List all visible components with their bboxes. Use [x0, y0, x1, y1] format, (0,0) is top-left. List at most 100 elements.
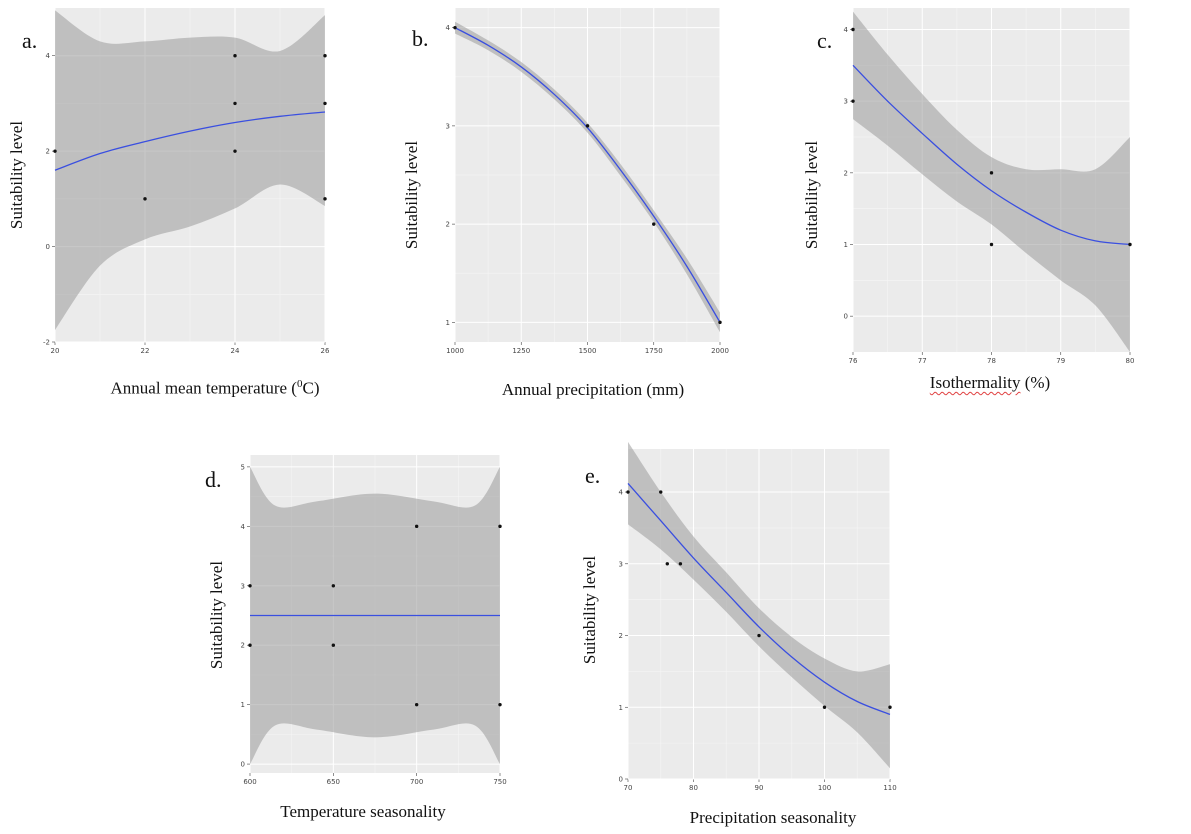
chart-e-tick-label-x: 90 — [755, 784, 764, 792]
chart-d-tick-label-x: 650 — [327, 778, 340, 786]
chart-d-data-point — [248, 584, 252, 588]
chart-c-tick-label-y: 4 — [844, 26, 849, 34]
chart-d-tick-label-y: 4 — [241, 523, 246, 531]
chart-c-tick-label-x: 78 — [987, 357, 996, 365]
chart-a-tick-label-y: -2 — [43, 339, 50, 347]
chart-e-data-point — [665, 562, 669, 566]
chart-d-tick-label-y: 3 — [241, 582, 245, 590]
panel-d: 600 650 700 750 0 1 2 3 4 5 d. Suitability level … — [190, 415, 560, 834]
chart-e-tick-label-y: 4 — [619, 489, 624, 497]
panel-a-label: a. — [22, 28, 38, 53]
chart-b-tick-label-y: 3 — [446, 122, 450, 130]
chart-a-tick-label-y: 4 — [46, 52, 51, 60]
chart-a-data-point — [323, 54, 327, 58]
chart-a-xlabel-sup: 0 — [296, 378, 303, 390]
chart-c-data-point — [851, 27, 855, 32]
chart-b-tick-label-y: 4 — [446, 24, 451, 32]
chart-c-xlabel-tail: (%) — [1020, 373, 1051, 392]
chart-a-tick-label-x: 24 — [231, 347, 240, 355]
panel-e-label: e. — [585, 463, 601, 488]
chart-a-confidence-band — [55, 10, 325, 331]
chart-e-tick-label-y: 0 — [619, 776, 623, 784]
chart-d-tick-label-x: 750 — [493, 778, 506, 786]
chart-b-xlabel: Annual precipitation (mm) — [501, 380, 685, 399]
chart-b-tick-label-y: 2 — [446, 221, 450, 229]
chart-b-tick-label-x: 1000 — [446, 347, 464, 355]
chart-e-data-point — [888, 705, 892, 709]
chart-c-data-point — [989, 242, 994, 247]
chart-b-tick-label-x: 1500 — [579, 347, 597, 355]
chart-a-fit-line — [54, 111, 326, 171]
chart-c-tick-label-y: 0 — [844, 313, 848, 321]
chart-b-tick-label-x: 1250 — [512, 347, 530, 355]
chart-c-tick-label-x: 80 — [1126, 357, 1135, 365]
chart-a-ylabel: Suitability level — [7, 120, 26, 230]
chart-c-data-point — [1128, 242, 1132, 247]
chart-b-ylabel: Suitability level — [402, 140, 421, 250]
chart-e-tick-label-x: 100 — [818, 784, 831, 792]
chart-d-data-point — [331, 584, 336, 588]
chart-e-data-point — [626, 490, 630, 494]
panel-c: 76 77 78 79 80 0 1 2 3 4 c. Suitability level Iso… — [795, 0, 1191, 415]
chart-a-data-point — [323, 101, 327, 106]
chart-a-data-point — [233, 149, 237, 153]
chart-d-tick-label-x: 600 — [243, 778, 256, 786]
chart-e-tick-label-y: 2 — [619, 632, 623, 640]
chart-b-fit-line — [454, 27, 721, 323]
chart-e-tick-label-x: 110 — [883, 784, 896, 792]
chart-d-data-point — [498, 702, 502, 707]
chart-d-xlabel: Temperature seasonality — [280, 802, 446, 821]
chart-c-data-point — [989, 171, 994, 175]
chart-e-svg: 70 80 90 100 110 0 1 2 3 4 — [619, 441, 897, 792]
chart-e-tick-label-x: 70 — [624, 784, 633, 792]
chart-d-ylabel: Suitability level — [207, 560, 226, 670]
chart-a-data-point — [53, 149, 57, 153]
chart-a-tick-label-x: 22 — [141, 347, 150, 355]
chart-b-data-point — [453, 25, 457, 30]
chart-c-xlabel-text: Isothermality — [929, 373, 1021, 392]
chart-c-xlabel: Isothermality (%) — [930, 373, 1050, 393]
chart-a-tick-label-x: 26 — [321, 347, 330, 355]
chart-c-svg: 76 77 78 79 80 0 1 2 3 4 — [844, 8, 1135, 365]
chart-a-tick-label-x: 20 — [51, 347, 60, 355]
chart-d-tick-label-y: 5 — [241, 463, 245, 471]
chart-c-fit-line — [852, 64, 1131, 246]
chart-c-tick-label-x: 76 — [849, 357, 858, 365]
chart-b-data-point — [652, 222, 656, 226]
panel-a: 20 22 24 26 -2 0 2 4 a. Suitability level Annua… — [0, 0, 395, 415]
chart-d-svg: 600 650 700 750 0 1 2 3 4 5 — [241, 455, 507, 786]
chart-c-tick-label-y: 3 — [844, 98, 848, 106]
chart-a-data-point — [233, 54, 237, 58]
chart-c-ylabel: Suitability level — [802, 140, 821, 250]
chart-d-tick-label-y: 0 — [241, 761, 245, 769]
chart-d-data-point — [414, 702, 419, 707]
chart-d-tick-label-y: 1 — [241, 701, 245, 709]
chart-e-data-point — [678, 562, 683, 566]
chart-d-tick-label-y: 2 — [241, 642, 245, 650]
chart-e-xlabel: Precipitation seasonality — [689, 808, 857, 827]
chart-e-fit-line — [627, 483, 891, 716]
panel-d-label: d. — [205, 467, 222, 492]
chart-b-tick-label-x: 1750 — [645, 347, 663, 355]
chart-e-ylabel: Suitability level — [580, 555, 599, 665]
chart-c-data-point — [851, 99, 855, 103]
chart-e-tick-label-y: 1 — [619, 704, 623, 712]
chart-d-tick-label-x: 700 — [410, 778, 423, 786]
chart-e-data-point — [659, 490, 663, 494]
chart-e-confidence-band — [628, 441, 890, 769]
chart-e-data-point — [757, 633, 761, 638]
chart-b-tick-label-x: 2000 — [711, 347, 729, 355]
chart-c-tick-label-x: 79 — [1056, 357, 1065, 365]
chart-a-data-point — [233, 101, 237, 106]
chart-a-xlabel-text: Annual mean temperature ( — [110, 378, 297, 398]
panel-e: 70 80 90 100 110 0 1 2 3 4 e. Suitability level P… — [560, 415, 960, 834]
panel-c-label: c. — [817, 28, 833, 53]
panel-b: 1000 1250 1500 1750 2000 1 2 3 4 b. Suitability … — [395, 0, 795, 415]
chart-c-tick-label-y: 1 — [844, 241, 848, 249]
chart-b-data-point — [718, 320, 722, 325]
chart-b-tick-label-y: 1 — [446, 319, 450, 327]
chart-e-tick-label-x: 80 — [689, 784, 698, 792]
chart-c-confidence-band — [853, 11, 1130, 353]
chart-d-data-point — [248, 643, 252, 647]
